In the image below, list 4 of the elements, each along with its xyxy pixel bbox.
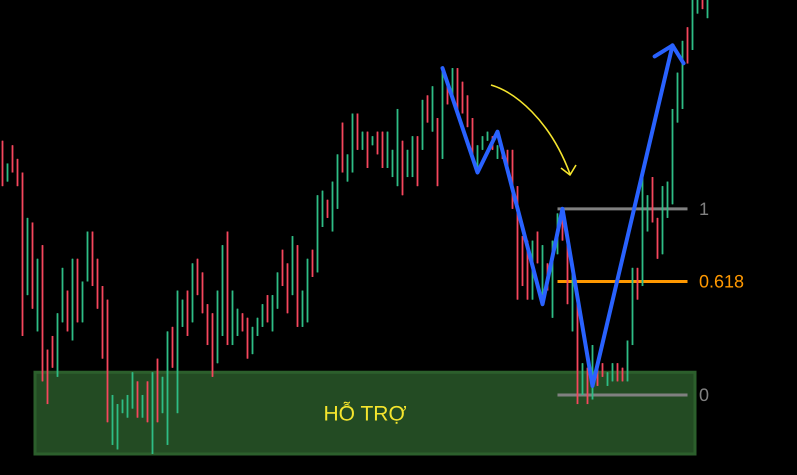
annotation: 1 xyxy=(699,198,710,219)
band-label: HỖ TRỢ xyxy=(324,402,406,426)
annotation: 0 xyxy=(699,384,710,405)
annotation: 0.618 xyxy=(699,271,744,292)
